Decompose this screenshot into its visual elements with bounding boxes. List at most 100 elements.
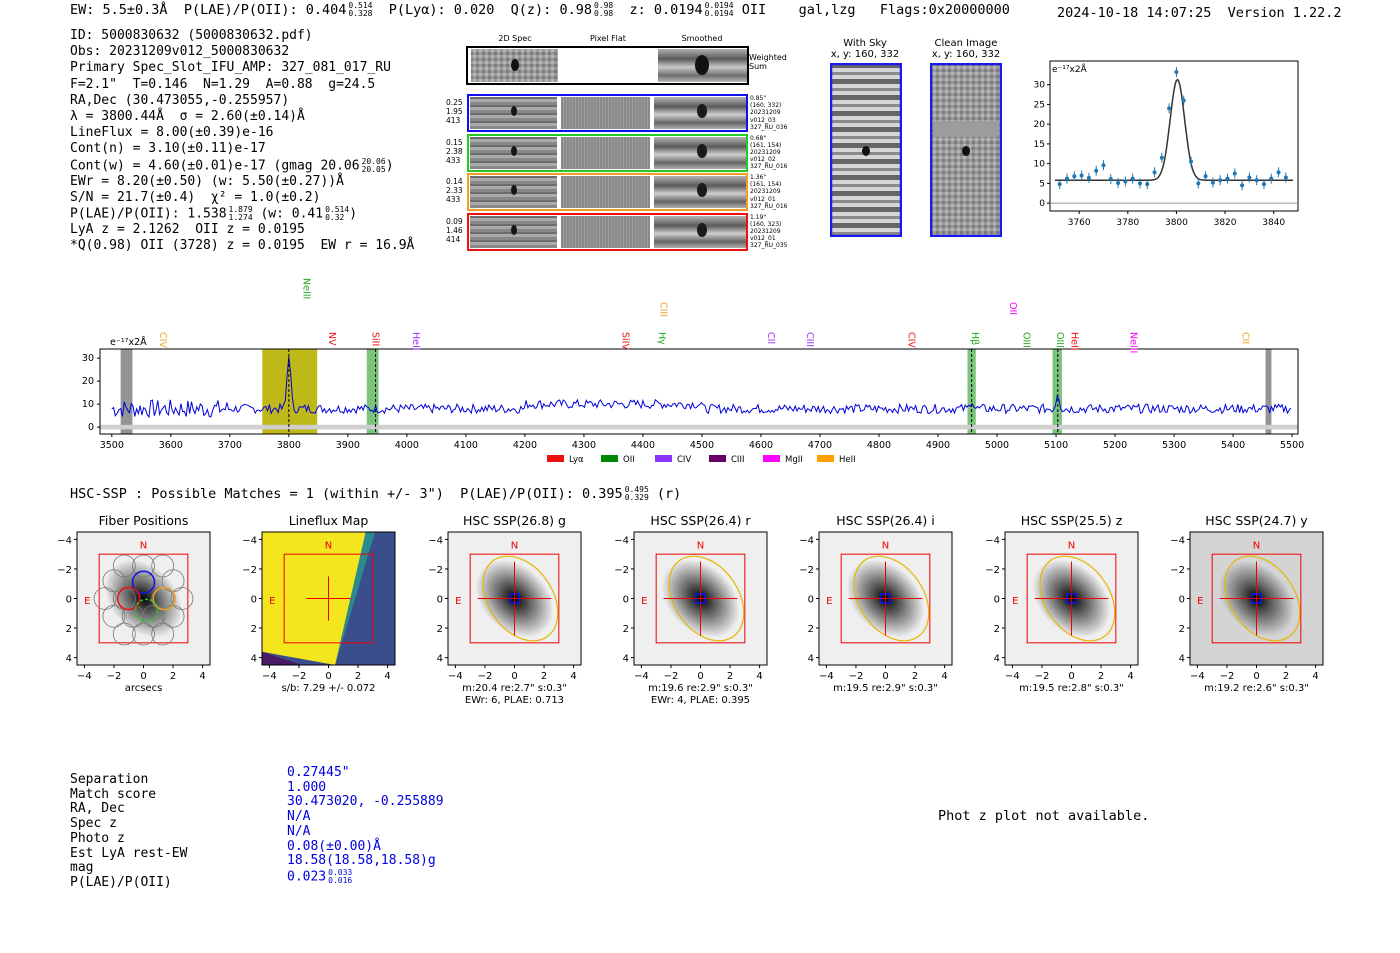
col-smoothed-label: Smoothed <box>681 34 723 43</box>
fiber-row-pixel-flat <box>561 136 650 169</box>
match-value: 30.473020, -0.255889 <box>287 795 444 810</box>
aperture-box <box>283 553 374 644</box>
spectrum-xtick-label: 3800 <box>277 440 301 451</box>
info-plae-hi: 1.879 <box>228 205 253 215</box>
spectrum-line-id: OIII <box>1054 332 1065 348</box>
fiber-row-pixel-flat <box>561 97 650 129</box>
full-spectrum-chart: 0 10 20 30 3500 3600 3700 3800 3900 4000 4100 4200 4… <box>82 278 1304 465</box>
fiber-row-frame <box>467 173 748 211</box>
east-label: E <box>455 596 461 607</box>
zoom-data-point <box>1189 159 1194 164</box>
center-marker <box>1066 593 1077 604</box>
hsc-caption: m:19.5 re:2.8" s:0.3" <box>1019 683 1124 694</box>
east-label: E <box>269 596 275 607</box>
match-labels: Separation Match score RA, Dec Spec z Photo … <box>70 772 187 891</box>
zoom-data-point <box>1276 170 1281 175</box>
spectrum-line-id-label: CIV <box>157 332 168 348</box>
spectrum-line-id: CIV <box>906 332 917 348</box>
zoom-data-point <box>1065 176 1070 181</box>
hsc-ytick-label: 2 <box>808 624 814 635</box>
hsc-xtick-label: −2 <box>664 671 679 682</box>
match-value-text: 0.08(±0.00)Å <box>287 838 381 854</box>
header-q-lo: 0.98 <box>593 9 614 18</box>
spectrum-xtick-label: 5200 <box>1103 440 1127 451</box>
spectrum-masked-band <box>1265 349 1272 434</box>
fiber-row-frame <box>467 133 748 172</box>
fiber-row-info: 0.85" <box>750 95 767 102</box>
header-timestamp: 2024-10-18 14:07:25 Version 1.22.2 <box>1057 5 1342 21</box>
match-value: N/A <box>287 809 444 825</box>
photz-message: Phot z plot not available. <box>938 808 1150 824</box>
fiber-circle-orange <box>152 586 176 611</box>
zoom-data-point <box>1145 182 1150 187</box>
spectrum-line-id-label: CIV <box>906 332 917 348</box>
spectrum-line-id: CIII <box>804 332 815 347</box>
spectrum-line-id-label: NV <box>326 332 337 346</box>
fiber-row-stat: 0.25 <box>446 98 463 107</box>
hsc-ytick-label: 2 <box>1179 624 1185 635</box>
hsc-xtick-label: 0 <box>1253 671 1259 682</box>
hsc-xtick-label: −4 <box>1190 671 1205 682</box>
hsc-title: HSC-SSP : Possible Matches = 1 (within +… <box>70 486 681 503</box>
spectrum-xtick-label: 5400 <box>1221 440 1245 451</box>
clean-image <box>930 63 1002 237</box>
hsc-panel-title: HSC SSP(26.8) g <box>463 513 566 528</box>
info-contw-lo: 20.05 <box>361 164 386 174</box>
info-plae-text: P(LAE)/P(OII): 1.538 <box>70 206 227 222</box>
spectrum-legend-swatch <box>655 455 672 462</box>
info-contw-text: Cont(w) = 4.60(±0.01)e-17 (gmag 20.06 <box>70 158 360 173</box>
spectrum-ytick-label: 10 <box>82 399 94 410</box>
spectrum-legend-swatch <box>709 455 726 462</box>
match-label: mag <box>70 860 94 876</box>
north-label: N <box>140 540 147 551</box>
galaxy-ellipse <box>1224 555 1301 642</box>
fiber-circle <box>132 622 155 646</box>
spectrum-line-id: CIII <box>658 302 669 317</box>
fiber-row-stat: 1.46 <box>446 225 463 235</box>
match-label: RA, Dec <box>70 801 125 817</box>
info-sn: S/N = 21.7(±0.4) χ² = 1.0(±0.2) <box>70 189 321 205</box>
fiber-circle <box>102 604 126 628</box>
zoom-data-point <box>1203 174 1208 179</box>
with-sky-source <box>862 146 870 156</box>
hsc-ytick-label: 4 <box>808 654 814 665</box>
spectrum-line-id-label: Hβ <box>969 332 980 345</box>
zoom-ytick-label: 0 <box>1039 199 1045 209</box>
info-plae-w-lo: 0.32 <box>325 213 345 223</box>
zoom-ylabel: e⁻¹⁷x2Å <box>1052 63 1088 75</box>
spectrum-legend-label: Lyα <box>569 455 584 465</box>
hsc-ytick-label: 0 <box>808 595 814 606</box>
spectrum-frame <box>99 348 1299 435</box>
fiber-row-info: 20231209 <box>750 188 781 196</box>
spectrum-legend-swatch <box>547 455 564 462</box>
hsc-ytick-label: −2 <box>57 565 72 576</box>
spectrum-legend-swatch <box>763 455 780 462</box>
spectrum-xtick-label: 4500 <box>690 440 714 451</box>
spectrum-masked-band <box>120 349 133 434</box>
hsc-xtick-label: 2 <box>912 671 918 682</box>
header-plae: P(LAE)/P(OII): 0.404 <box>183 2 347 18</box>
match-label: P(LAE)/P(OII) <box>70 874 172 890</box>
spectrum-line-id: Hβ <box>969 332 980 345</box>
spectrum-xtick-label: 4900 <box>926 440 950 451</box>
hsc-xtick-label: 4 <box>384 671 390 682</box>
zoom-data-point <box>1101 163 1106 168</box>
hsc-xtick-label: −4 <box>819 671 834 682</box>
hsc-xtick-label: −4 <box>77 671 92 682</box>
spectrum-ytick-label: 20 <box>82 376 94 387</box>
hsc-ytick-label: 0 <box>66 595 72 606</box>
spectrum-legend-swatch <box>817 455 834 462</box>
hsc-ytick-label: −4 <box>57 535 72 546</box>
zoom-data-point <box>1057 182 1062 187</box>
hsc-ytick-label: 4 <box>437 654 443 665</box>
zoom-data-point <box>1261 182 1266 187</box>
zoom-data-point <box>1137 181 1142 186</box>
galaxy-ellipse <box>482 555 559 642</box>
zoom-data-point <box>1167 106 1172 111</box>
header-plya: P(Lyα): 0.020 <box>388 2 495 18</box>
spectrum-xtick-label: 5000 <box>985 440 1009 451</box>
detection-info: ID: 5000830632 (5000830632.pdf) Obs: 202… <box>70 28 414 255</box>
spectrum-line-id: NeIII <box>301 278 312 299</box>
aperture-box <box>1211 553 1302 644</box>
